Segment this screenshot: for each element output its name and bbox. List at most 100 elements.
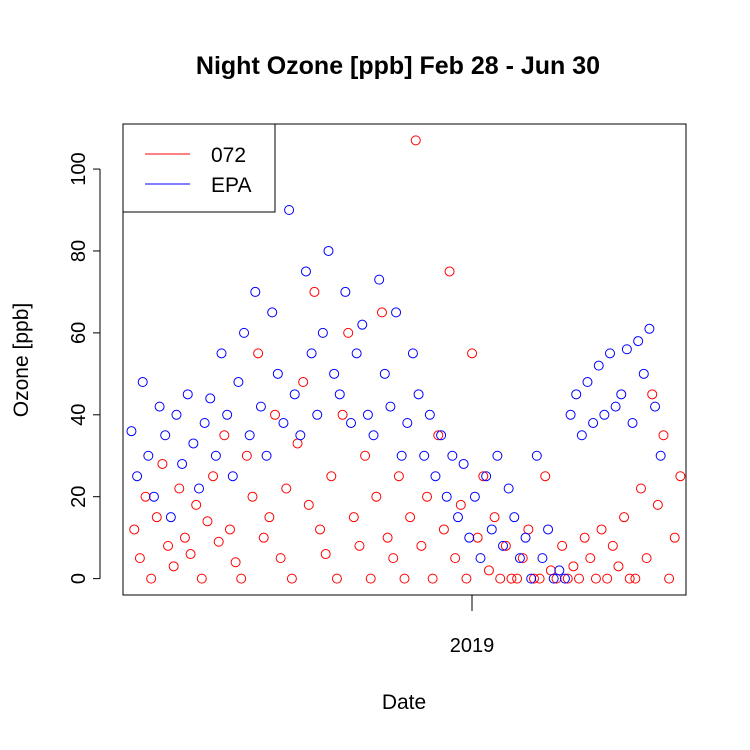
data-point-epa bbox=[233, 377, 244, 388]
data-point-epa bbox=[526, 573, 537, 584]
data-point-072 bbox=[540, 471, 551, 482]
data-point-072 bbox=[343, 327, 354, 338]
data-point-epa bbox=[638, 368, 649, 379]
data-point-epa bbox=[261, 450, 272, 461]
data-point-072 bbox=[461, 573, 472, 584]
data-point-072 bbox=[658, 430, 669, 441]
data-point-epa bbox=[210, 450, 221, 461]
data-point-epa bbox=[143, 450, 154, 461]
data-point-072 bbox=[292, 438, 303, 449]
data-point-epa bbox=[436, 430, 447, 441]
data-point-072 bbox=[624, 573, 635, 584]
data-point-072 bbox=[410, 135, 421, 146]
data-point-epa bbox=[385, 401, 396, 412]
data-point-072 bbox=[365, 573, 376, 584]
legend-label-072: 072 bbox=[211, 144, 246, 167]
data-point-072 bbox=[517, 553, 528, 564]
data-point-epa bbox=[160, 430, 171, 441]
data-point-072 bbox=[230, 557, 241, 568]
data-point-epa bbox=[650, 401, 661, 412]
data-point-epa bbox=[492, 450, 503, 461]
plot-area-border bbox=[122, 123, 687, 596]
data-point-072 bbox=[568, 561, 579, 572]
data-point-072 bbox=[506, 573, 517, 584]
data-point-epa bbox=[205, 393, 216, 404]
data-point-072 bbox=[523, 524, 534, 535]
data-point-epa bbox=[458, 458, 469, 469]
data-point-epa bbox=[182, 389, 193, 400]
data-point-epa bbox=[188, 438, 199, 449]
data-point-072 bbox=[320, 549, 331, 560]
data-point-072 bbox=[331, 573, 342, 584]
data-point-072 bbox=[281, 483, 292, 494]
data-point-072 bbox=[224, 524, 235, 535]
data-point-072 bbox=[489, 512, 500, 523]
y-axis: 0 20 40 60 80 100 bbox=[68, 152, 101, 584]
legend-box bbox=[122, 123, 276, 213]
data-point-epa bbox=[334, 389, 345, 400]
data-point-epa bbox=[582, 377, 593, 388]
data-point-072 bbox=[264, 512, 275, 523]
data-point-072 bbox=[585, 553, 596, 564]
data-point-072 bbox=[483, 565, 494, 576]
data-point-epa bbox=[300, 266, 311, 277]
series-072-points bbox=[129, 135, 686, 584]
x-axis-label: Date bbox=[382, 691, 426, 714]
legend-label-epa: EPA bbox=[211, 174, 251, 197]
data-point-072 bbox=[450, 553, 461, 564]
data-point-072 bbox=[512, 573, 523, 584]
data-point-072 bbox=[179, 532, 190, 543]
data-point-072 bbox=[191, 499, 202, 510]
data-point-072 bbox=[635, 483, 646, 494]
data-point-072 bbox=[416, 540, 427, 551]
data-point-epa bbox=[576, 430, 587, 441]
data-point-072 bbox=[438, 524, 449, 535]
data-point-072 bbox=[354, 540, 365, 551]
data-point-epa bbox=[267, 307, 278, 318]
data-point-072 bbox=[478, 471, 489, 482]
data-point-072 bbox=[213, 536, 224, 547]
data-point-epa bbox=[199, 417, 210, 428]
data-point-epa bbox=[610, 401, 621, 412]
data-point-072 bbox=[315, 524, 326, 535]
data-point-072 bbox=[444, 266, 455, 277]
data-point-epa bbox=[633, 336, 644, 347]
data-point-epa bbox=[616, 389, 627, 400]
data-point-072 bbox=[236, 573, 247, 584]
data-point-072 bbox=[455, 499, 466, 510]
data-point-epa bbox=[306, 348, 317, 359]
data-point-epa bbox=[177, 458, 188, 469]
data-point-epa bbox=[593, 360, 604, 371]
data-point-072 bbox=[309, 286, 320, 297]
data-point-epa bbox=[396, 450, 407, 461]
data-point-epa bbox=[222, 409, 233, 420]
data-point-072 bbox=[168, 561, 179, 572]
data-point-epa bbox=[284, 205, 295, 216]
data-point-epa bbox=[137, 377, 148, 388]
data-point-epa bbox=[452, 512, 463, 523]
data-point-epa bbox=[317, 327, 328, 338]
data-point-epa bbox=[441, 491, 452, 502]
data-point-epa bbox=[413, 389, 424, 400]
data-point-072 bbox=[146, 573, 157, 584]
data-point-epa bbox=[520, 532, 531, 543]
data-point-072 bbox=[596, 524, 607, 535]
data-point-epa bbox=[498, 540, 509, 551]
data-point-072 bbox=[174, 483, 185, 494]
x-tick-label: 2019 bbox=[450, 635, 495, 657]
data-point-072 bbox=[258, 532, 269, 543]
data-point-072 bbox=[286, 573, 297, 584]
data-point-epa bbox=[486, 524, 497, 535]
data-point-072 bbox=[652, 499, 663, 510]
data-point-epa bbox=[509, 512, 520, 523]
data-point-072 bbox=[388, 553, 399, 564]
data-point-epa bbox=[165, 512, 176, 523]
data-point-epa bbox=[272, 368, 283, 379]
data-point-epa bbox=[559, 573, 570, 584]
data-point-072 bbox=[275, 553, 286, 564]
data-point-epa bbox=[374, 274, 385, 285]
data-point-epa bbox=[391, 307, 402, 318]
data-point-072 bbox=[185, 549, 196, 560]
data-point-epa bbox=[543, 524, 554, 535]
